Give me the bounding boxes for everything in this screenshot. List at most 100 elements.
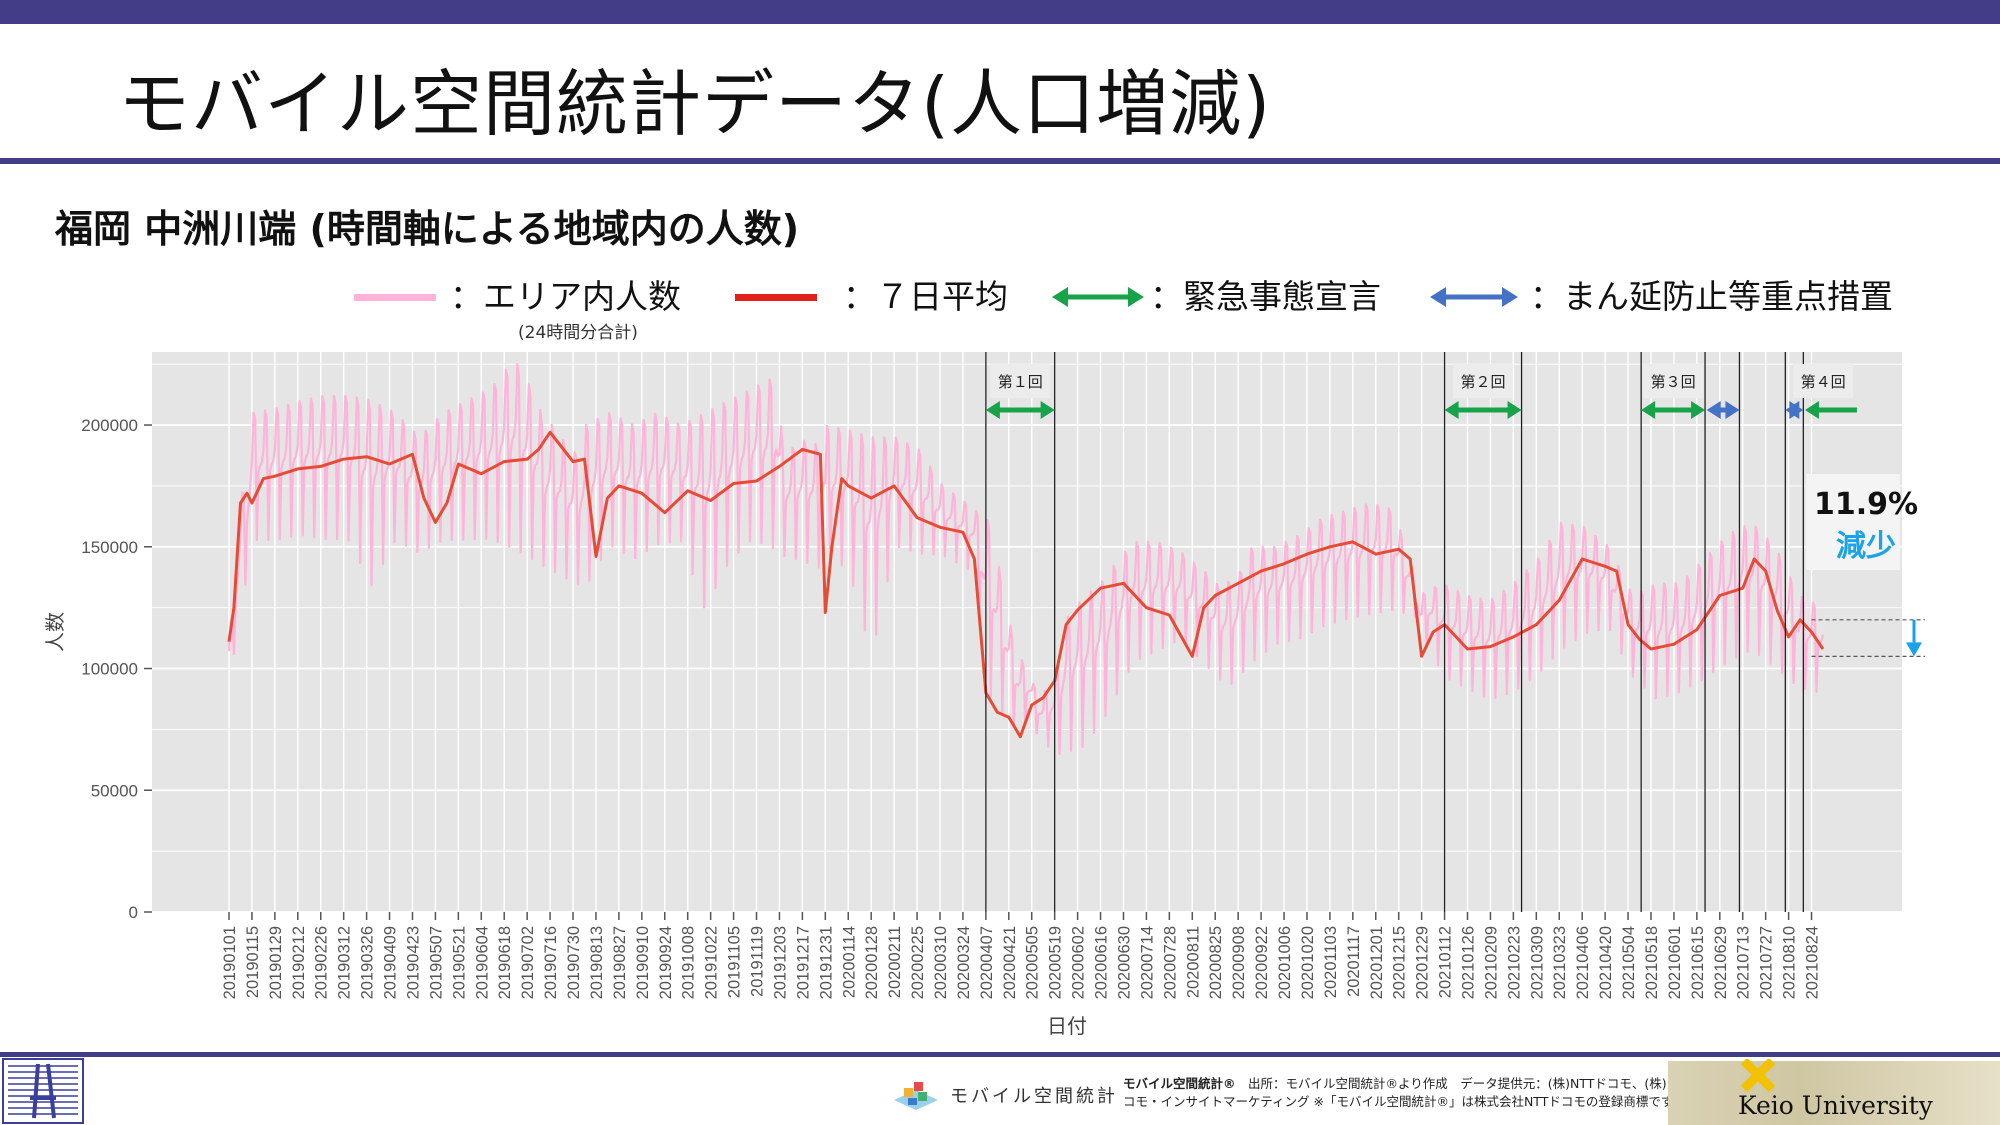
x-tick-label: 20201006	[1276, 926, 1294, 999]
x-tick-label: 20191105	[726, 926, 744, 998]
x-tick-label: 20190924	[657, 926, 675, 999]
x-tick-label: 20201201	[1368, 926, 1386, 999]
footer-source: モバイル空間統計® 出所：モバイル空間統計®より作成 データ提供元：(株)NTT…	[1123, 1075, 1685, 1111]
x-tick-label: 20200407	[978, 926, 996, 999]
source-line2: コモ・インサイトマーケティング ※「モバイル空間統計®」は株式会社NTTドコモの…	[1123, 1094, 1685, 1109]
arrow-head-left	[1706, 401, 1721, 419]
x-tick-label: 20200324	[955, 926, 973, 999]
x-tick-label: 20200825	[1207, 926, 1225, 999]
x-tick-label: 20200128	[863, 926, 881, 999]
x-tick-label: 20210112	[1437, 926, 1455, 998]
x-tick-label: 20200714	[1138, 926, 1156, 999]
x-tick-label: 20201215	[1391, 926, 1409, 999]
priority-arrow	[1785, 401, 1804, 419]
legend-priority-label: ：まん延防止等重点措置	[1530, 277, 1893, 316]
x-tick-label: 20200602	[1070, 926, 1088, 999]
x-tick-label: 20190618	[496, 926, 514, 999]
x-tick-label: 20190521	[450, 926, 468, 999]
x-tick-label: 20190312	[336, 926, 354, 999]
y-axis-title: 人数	[43, 612, 67, 652]
x-tick-label: 20210126	[1460, 926, 1478, 999]
change-annotation-bg	[1806, 474, 1900, 570]
x-tick-label: 20200922	[1253, 926, 1271, 999]
x-tick-label: 20210209	[1482, 926, 1500, 999]
x-tick-label: 20210406	[1574, 926, 1592, 999]
slide-title: モバイル空間統計データ(人口増減)	[118, 62, 1272, 146]
x-tick-label: 20201229	[1414, 926, 1432, 999]
x-tick-label: 20200421	[1001, 926, 1019, 999]
x-tick-label: 20190716	[542, 926, 560, 999]
pen-cross-logo-icon	[1740, 1059, 1776, 1093]
legend-area-swatch	[354, 294, 436, 301]
x-tick-label: 20191231	[817, 926, 835, 999]
x-tick-label: 20191022	[703, 926, 721, 999]
arrow-head-right	[1691, 401, 1706, 419]
legend-emergency-label: ：緊急事態宣言	[1150, 277, 1381, 316]
mobile-spatial-statistics-brand: モバイル空間統計	[890, 1078, 1118, 1112]
x-tick-label: 20191217	[794, 926, 812, 999]
seven-day-average-line	[227, 430, 1825, 739]
y-tick-label: 150000	[81, 538, 138, 557]
x-tick-label: 20190409	[382, 926, 400, 999]
x-axis-title: 日付	[1047, 1014, 1087, 1038]
emergency-arrow	[1641, 401, 1706, 419]
x-tick-label: 20210615	[1689, 926, 1707, 999]
x-tick-label: 20190910	[634, 926, 652, 999]
x-tick-label: 20210518	[1643, 926, 1661, 999]
emergency-arrow	[1444, 401, 1522, 419]
footer-divider	[0, 1052, 2000, 1057]
wave-label: 第４回	[1801, 373, 1846, 391]
arrow-head-left	[1444, 401, 1459, 419]
university-name: Keio University	[1738, 1091, 1933, 1120]
x-tick-label: 20200908	[1230, 926, 1248, 999]
legend: ：エリア内人数 (24時間分合計) ：７日平均 ：緊急事態宣言 ：まん延防止等重…	[0, 270, 2000, 343]
decrease-arrow-icon	[1906, 642, 1922, 657]
y-tick-label: 100000	[81, 660, 138, 679]
x-tick-label: 20210223	[1505, 926, 1523, 999]
keio-lab-logo-icon	[2, 1058, 84, 1124]
x-tick-label: 20190604	[473, 926, 491, 999]
x-tick-label: 20190730	[565, 926, 583, 999]
x-tick-label: 20210504	[1620, 926, 1638, 999]
wave-label: 第１回	[998, 373, 1043, 391]
arrow-head-left	[1804, 401, 1819, 419]
x-tick-label: 20190101	[221, 926, 239, 999]
x-tick-label: 20210713	[1735, 926, 1753, 999]
x-tick-label: 20190702	[519, 926, 537, 999]
wave-label-bg	[1453, 364, 1514, 398]
arrow-head-right	[1040, 401, 1055, 419]
x-tick-label: 20210601	[1666, 926, 1684, 999]
wave-label: 第２回	[1461, 373, 1506, 391]
x-tick-label: 20201117	[1345, 926, 1363, 997]
daily-series	[227, 363, 1825, 756]
legend-area-sub: (24時間分合計)	[518, 323, 638, 343]
arrow-head-left	[1641, 401, 1656, 419]
wave-label-bg	[1643, 364, 1704, 398]
x-tick-label: 20190212	[290, 926, 308, 999]
x-tick-label: 20191203	[771, 926, 789, 999]
x-tick-label: 20190813	[588, 926, 606, 999]
arrow-head-left	[985, 401, 1000, 419]
x-tick-label: 20201020	[1299, 926, 1317, 999]
top-bar	[0, 0, 2000, 24]
emergency-arrow-wave4	[1804, 401, 1857, 419]
population-chart: 0 50000 100000 150000 200000 20190101 20190115…	[43, 352, 1925, 1038]
x-tick-label: 20200114	[840, 926, 858, 998]
x-tick-label: 20190226	[313, 926, 331, 999]
arrow-head-right	[1789, 401, 1804, 419]
legend-avg-label: ：７日平均	[843, 277, 1008, 316]
legend-area-label: ：エリア内人数	[450, 277, 681, 316]
x-tick-label: 20200225	[909, 926, 927, 999]
x-tick-label: 20191119	[749, 926, 767, 997]
arrow-head-right	[1725, 401, 1740, 419]
x-tick-label: 20200211	[886, 926, 904, 998]
arrow-head-right	[1507, 401, 1522, 419]
change-word: 減少	[1836, 529, 1896, 564]
x-tick-label: 20200811	[1184, 926, 1202, 998]
x-tick-label: 20210629	[1712, 926, 1730, 999]
emergency-arrow	[985, 401, 1055, 419]
x-tick-label: 20200505	[1024, 926, 1042, 999]
x-tick-label: 20210323	[1551, 926, 1569, 999]
x-tick-label: 20210824	[1804, 926, 1822, 999]
x-tick-label: 20200310	[932, 926, 950, 999]
